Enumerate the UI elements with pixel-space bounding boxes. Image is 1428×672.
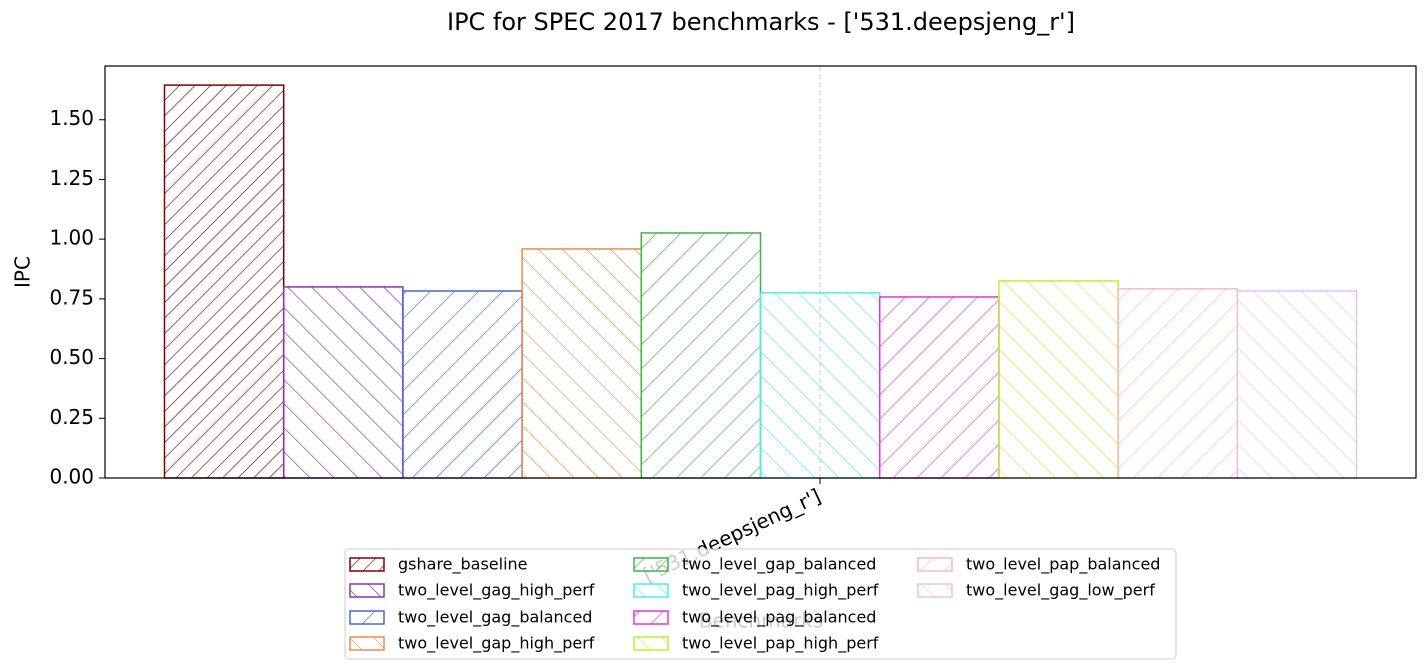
- legend-label: two_level_pap_high_perf: [682, 634, 879, 654]
- legend-swatch: [349, 636, 385, 651]
- legend: gshare_baselinetwo_level_gag_high_perftw…: [344, 548, 1177, 660]
- y-tick-label: 0.00: [49, 465, 94, 489]
- y-axis-label: IPC: [11, 256, 35, 288]
- legend-label: gshare_baseline: [398, 555, 528, 575]
- bar: [282, 286, 404, 479]
- legend-label: two_level_gag_low_perf: [966, 581, 1155, 601]
- bar: [1117, 288, 1239, 479]
- y-tick-label: 0.50: [49, 345, 94, 369]
- legend-swatch: [349, 610, 385, 625]
- bar: [878, 296, 1000, 479]
- legend-swatch: [633, 583, 669, 598]
- legend-swatch: [349, 583, 385, 598]
- legend-swatch: [917, 557, 953, 572]
- legend-swatch: [917, 583, 953, 598]
- bar: [521, 248, 643, 479]
- legend-swatch: [633, 636, 669, 651]
- bar: [640, 232, 762, 479]
- bar: [163, 84, 285, 479]
- bar: [402, 290, 523, 479]
- plot-frame: [104, 65, 1417, 479]
- y-tick-label: 0.75: [49, 285, 94, 309]
- bar: [998, 280, 1119, 479]
- legend-label: two_level_pag_high_perf: [682, 581, 879, 601]
- legend-swatch: [349, 557, 385, 572]
- legend-swatch: [633, 610, 669, 625]
- y-tick-label: 0.25: [49, 405, 94, 429]
- legend-box: [344, 548, 1177, 660]
- legend-label: two_level_pag_balanced: [682, 608, 876, 628]
- y-tick-label: 1.25: [49, 166, 94, 190]
- legend-label: two_level_pap_balanced: [966, 555, 1160, 575]
- legend-label: two_level_gag_balanced: [398, 608, 592, 628]
- legend-label: two_level_gag_high_perf: [398, 581, 595, 601]
- y-tick-label: 1.00: [49, 226, 94, 250]
- legend-swatch: [633, 557, 669, 572]
- bar: [759, 292, 881, 479]
- chart-title: IPC for SPEC 2017 benchmarks - ['531.dee…: [447, 8, 1075, 36]
- legend-label: two_level_gap_balanced: [682, 555, 876, 575]
- legend-label: two_level_gap_high_perf: [398, 634, 595, 654]
- y-tick-label: 1.50: [49, 106, 94, 130]
- bar: [1236, 290, 1358, 479]
